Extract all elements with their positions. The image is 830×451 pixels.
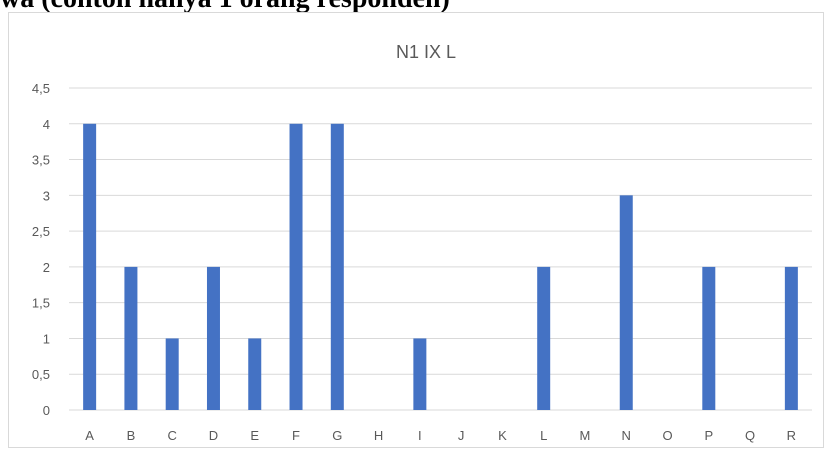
bar-p — [702, 266, 716, 410]
x-tick-label: J — [458, 428, 465, 443]
bars — [83, 123, 798, 411]
x-tick-label: G — [332, 428, 342, 443]
bar-n — [619, 195, 633, 410]
y-tick-label: 0,5 — [32, 367, 50, 382]
x-tick-label: F — [292, 428, 300, 443]
y-tick-label: 2,5 — [32, 224, 50, 239]
x-tick-label: E — [250, 428, 259, 443]
y-axis-ticks: 0 0,5 1 1,5 2 2,5 3 3,5 4 4,5 — [32, 81, 50, 418]
x-axis-ticks: A B C D E F G H I J K L M N O P Q R — [85, 428, 796, 443]
bar-i — [413, 338, 427, 410]
x-tick-label: L — [540, 428, 547, 443]
bar-r — [784, 266, 798, 410]
page-heading: wa (contoh hanya 1 orang responden) — [0, 0, 450, 14]
bar-a — [83, 123, 97, 411]
y-tick-label: 3 — [43, 188, 50, 203]
x-tick-label: D — [209, 428, 218, 443]
x-tick-label: M — [580, 428, 591, 443]
y-tick-label: 2 — [43, 260, 50, 275]
y-tick-label: 1 — [43, 331, 50, 346]
x-tick-label: N — [622, 428, 631, 443]
bar-l — [537, 266, 551, 410]
chart-title: N1 IX L — [396, 42, 456, 62]
bar-c — [165, 338, 179, 410]
gridlines — [69, 87, 812, 411]
bar-f — [289, 123, 303, 411]
y-tick-label: 4,5 — [32, 81, 50, 96]
x-tick-label: I — [418, 428, 422, 443]
x-tick-label: A — [85, 428, 94, 443]
x-tick-label: Q — [745, 428, 755, 443]
x-tick-label: K — [498, 428, 507, 443]
y-tick-label: 0 — [43, 403, 50, 418]
x-tick-label: R — [787, 428, 796, 443]
bar-g — [330, 123, 344, 411]
bar-d — [206, 266, 220, 410]
y-tick-label: 4 — [43, 117, 50, 132]
bar-b — [124, 266, 138, 410]
x-tick-label: P — [704, 428, 713, 443]
y-tick-label: 1,5 — [32, 296, 50, 311]
x-tick-label: C — [167, 428, 176, 443]
x-tick-label: B — [127, 428, 136, 443]
x-tick-label: O — [662, 428, 672, 443]
bar-e — [248, 338, 262, 410]
x-tick-label: H — [374, 428, 383, 443]
y-tick-label: 3,5 — [32, 153, 50, 168]
